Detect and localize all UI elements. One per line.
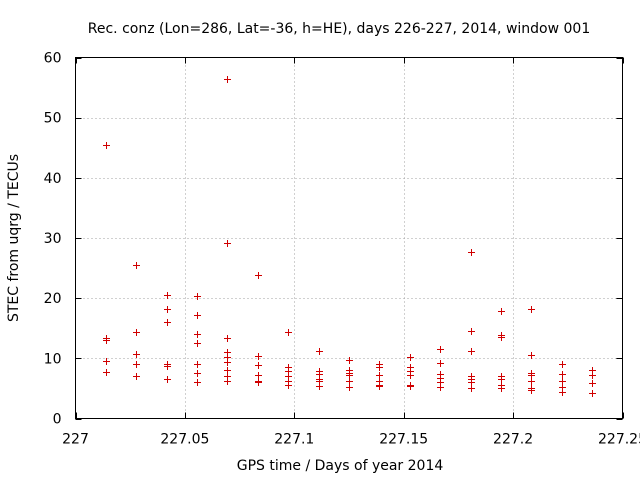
- data-point: [346, 372, 353, 379]
- data-point: [559, 361, 566, 368]
- data-point: [255, 379, 262, 386]
- data-point: [468, 348, 475, 355]
- data-point: [376, 364, 383, 371]
- data-point: [316, 348, 323, 355]
- y-tick-label: 40: [44, 171, 62, 187]
- data-point: [103, 358, 110, 365]
- x-tick-label: 227: [62, 432, 89, 448]
- data-point: [255, 362, 262, 369]
- data-point: [498, 385, 505, 392]
- data-point: [528, 387, 535, 394]
- data-point: [559, 371, 566, 378]
- x-tick-label: 227.15: [379, 432, 428, 448]
- x-axis-label: GPS time / Days of year 2014: [237, 458, 444, 474]
- y-tick-labels: 0 10 20 30 40 50 60: [44, 51, 62, 428]
- data-point: [285, 382, 292, 389]
- data-point: [164, 292, 171, 299]
- data-point: [437, 384, 444, 391]
- data-point: [194, 379, 201, 386]
- data-point: [559, 378, 566, 385]
- x-tick-label: 227.05: [160, 432, 209, 448]
- data-point: [528, 372, 535, 379]
- data-point: [407, 354, 414, 361]
- y-tick-label: 0: [53, 412, 62, 428]
- y-axis-label: STEC from uqrg / TECUs: [6, 154, 22, 322]
- data-point: [376, 383, 383, 390]
- data-point: [103, 142, 110, 149]
- data-point: [224, 359, 231, 366]
- data-point: [224, 335, 231, 342]
- data-point: [468, 379, 475, 386]
- data-point: [528, 378, 535, 385]
- data-point: [194, 361, 201, 368]
- data-point: [346, 378, 353, 385]
- data-point: [407, 383, 414, 390]
- data-point: [589, 372, 596, 379]
- data-point: [468, 328, 475, 335]
- y-tick-label: 10: [44, 351, 62, 367]
- data-point: [346, 384, 353, 391]
- data-point: [224, 378, 231, 385]
- y-tick-label: 30: [44, 231, 62, 247]
- data-point: [133, 361, 140, 368]
- data-point: [224, 367, 231, 374]
- data-point: [255, 272, 262, 279]
- data-point: [468, 249, 475, 256]
- data-point: [164, 306, 171, 313]
- y-tick-label: 50: [44, 111, 62, 127]
- data-point: [285, 329, 292, 336]
- data-point: [346, 357, 353, 364]
- data-point: [437, 360, 444, 367]
- data-point: [498, 308, 505, 315]
- data-point: [133, 262, 140, 269]
- data-point: [103, 337, 110, 344]
- y-tick-label: 20: [44, 291, 62, 307]
- data-point: [194, 293, 201, 300]
- data-points: [103, 76, 596, 397]
- data-point: [255, 372, 262, 379]
- data-point: [498, 334, 505, 341]
- x-tick-label: 227.2: [493, 432, 533, 448]
- data-point: [164, 319, 171, 326]
- data-point: [528, 306, 535, 313]
- data-point: [133, 373, 140, 380]
- y-tick-label: 60: [44, 51, 62, 67]
- data-point: [133, 329, 140, 336]
- x-tick-label: 227.25: [598, 432, 640, 448]
- x-tick-label: 227.1: [274, 432, 314, 448]
- data-point: [255, 353, 262, 360]
- data-point: [103, 369, 110, 376]
- data-point: [194, 370, 201, 377]
- data-point: [316, 383, 323, 390]
- data-point: [194, 331, 201, 338]
- axis-ticks: [75, 57, 624, 420]
- data-point: [589, 390, 596, 397]
- data-point: [407, 372, 414, 379]
- data-point: [437, 346, 444, 353]
- data-point: [528, 352, 535, 359]
- data-point: [164, 363, 171, 370]
- grid-lines: [75, 57, 623, 419]
- data-point: [133, 351, 140, 358]
- data-point: [376, 372, 383, 379]
- x-tick-labels: 227 227.05 227.1 227.15 227.2 227.25: [62, 432, 640, 448]
- data-point: [468, 385, 475, 392]
- data-point: [498, 376, 505, 383]
- chart-title: Rec. conz (Lon=286, Lat=-36, h=HE), days…: [88, 21, 590, 37]
- data-point: [589, 380, 596, 387]
- data-point: [224, 240, 231, 247]
- data-point: [224, 76, 231, 83]
- data-point: [194, 340, 201, 347]
- data-point: [559, 389, 566, 396]
- data-point: [194, 312, 201, 319]
- data-point: [164, 376, 171, 383]
